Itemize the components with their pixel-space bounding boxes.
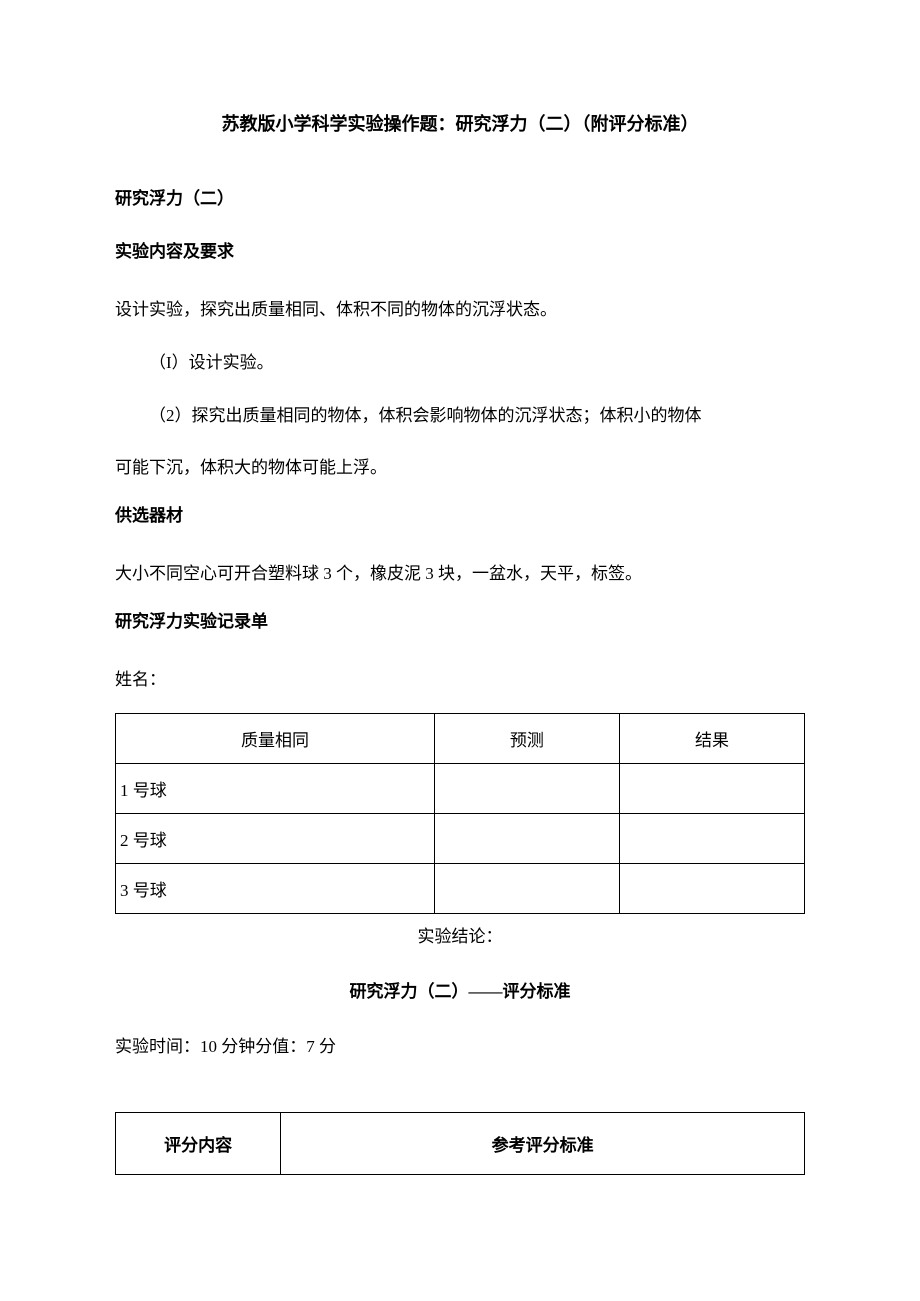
item-2-line2: 可能下沉，体积大的物体可能上浮。 bbox=[115, 448, 805, 489]
item-2-line1: （2）探究出质量相同的物体，体积会影响物体的沉浮状态；体积小的物体 bbox=[115, 396, 805, 437]
page-title: 苏教版小学科学实验操作题：研究浮力（二）（附评分标准） bbox=[115, 110, 805, 136]
name-label: 姓名： bbox=[115, 660, 805, 701]
cell-pred3 bbox=[434, 863, 619, 913]
cell-ball3: 3 号球 bbox=[116, 863, 435, 913]
rubric-title: 研究浮力（二）——评分标准 bbox=[115, 977, 805, 1002]
table-row: 1 号球 bbox=[116, 763, 805, 813]
col-header-mass: 质量相同 bbox=[116, 713, 435, 763]
rubric-table: 评分内容 参考评分标准 bbox=[115, 1112, 805, 1175]
rubric-col-content: 评分内容 bbox=[116, 1112, 281, 1174]
cell-res3 bbox=[619, 863, 804, 913]
rubric-col-standard: 参考评分标准 bbox=[281, 1112, 805, 1174]
rubric-header-row: 评分内容 参考评分标准 bbox=[116, 1112, 805, 1174]
cell-res2 bbox=[619, 813, 804, 863]
heading-materials: 供选器材 bbox=[115, 501, 805, 526]
materials-text: 大小不同空心可开合塑料球 3 个，橡皮泥 3 块，一盆水，天平，标签。 bbox=[115, 554, 805, 595]
cell-pred1 bbox=[434, 763, 619, 813]
col-header-result: 结果 bbox=[619, 713, 804, 763]
table-row: 2 号球 bbox=[116, 813, 805, 863]
cell-ball2: 2 号球 bbox=[116, 813, 435, 863]
content-intro: 设计实验，探究出质量相同、体积不同的物体的沉浮状态。 bbox=[115, 290, 805, 331]
conclusion-label: 实验结论： bbox=[115, 922, 805, 947]
cell-ball1: 1 号球 bbox=[116, 763, 435, 813]
time-score-text: 实验时间：10 分钟分值：7 分 bbox=[115, 1032, 805, 1057]
cell-res1 bbox=[619, 763, 804, 813]
col-header-prediction: 预测 bbox=[434, 713, 619, 763]
table-header-row: 质量相同 预测 结果 bbox=[116, 713, 805, 763]
heading-content-req: 实验内容及要求 bbox=[115, 237, 805, 262]
heading-record-sheet: 研究浮力实验记录单 bbox=[115, 607, 805, 632]
heading-topic: 研究浮力（二） bbox=[115, 184, 805, 209]
cell-pred2 bbox=[434, 813, 619, 863]
record-table: 质量相同 预测 结果 1 号球 2 号球 3 号球 bbox=[115, 713, 805, 914]
table-row: 3 号球 bbox=[116, 863, 805, 913]
item-1: （I）设计实验。 bbox=[115, 343, 805, 384]
